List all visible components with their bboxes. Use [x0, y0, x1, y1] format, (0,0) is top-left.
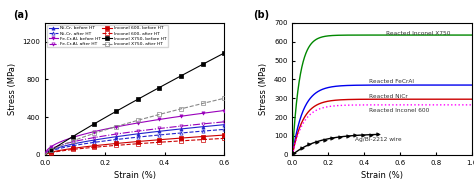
- Text: Reacted FeCrAl: Reacted FeCrAl: [369, 79, 414, 84]
- Y-axis label: Stress (MPa): Stress (MPa): [8, 63, 17, 115]
- Legend: Ni-Cr, before HT, Ni-Cr, after HT, Fe-Cr-Al, before HT, Fe-Cr-Al, after HT, Inco: Ni-Cr, before HT, Ni-Cr, after HT, Fe-Cr…: [47, 25, 167, 48]
- Text: Reacted NiCr: Reacted NiCr: [369, 94, 408, 99]
- X-axis label: Strain (%): Strain (%): [361, 171, 403, 180]
- Text: Ag/Bi-2212 wire: Ag/Bi-2212 wire: [355, 137, 402, 142]
- X-axis label: Strain (%): Strain (%): [114, 171, 155, 180]
- Text: (a): (a): [13, 10, 28, 20]
- Text: Reacted Inconel X750: Reacted Inconel X750: [385, 31, 450, 36]
- Y-axis label: Stress (MPa): Stress (MPa): [259, 63, 268, 115]
- Text: (b): (b): [253, 10, 269, 20]
- Text: Reacted Inconel 600: Reacted Inconel 600: [369, 108, 430, 113]
